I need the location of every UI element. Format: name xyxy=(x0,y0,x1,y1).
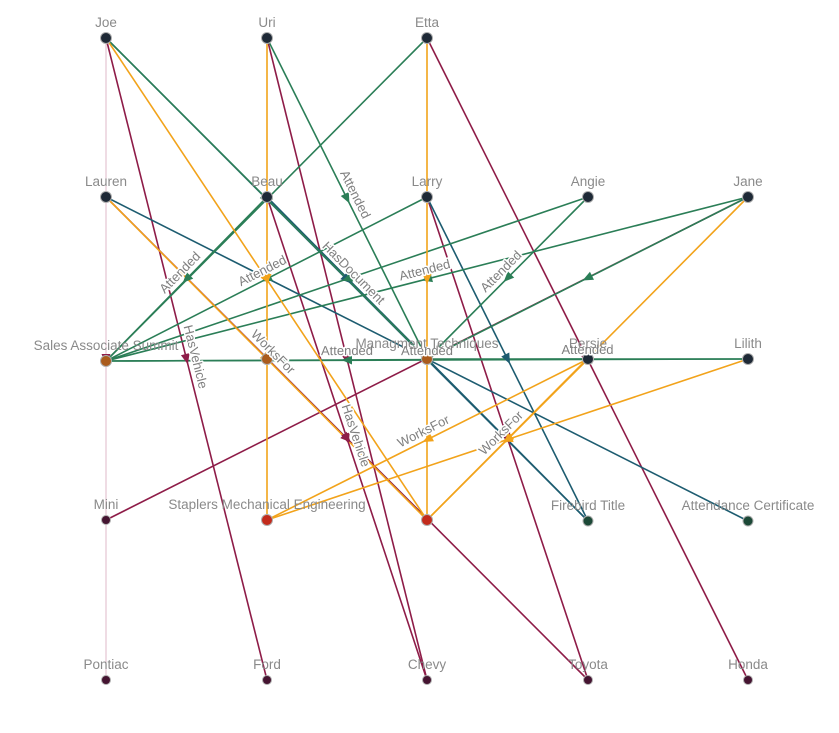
edge-label-Attended: Attended xyxy=(401,343,453,358)
node-lilith[interactable] xyxy=(742,353,754,365)
arrowhead-icon xyxy=(182,272,194,283)
node-company-b[interactable] xyxy=(421,514,433,526)
node-chevy[interactable] xyxy=(422,675,432,685)
arrowhead-icon xyxy=(180,353,190,365)
node-jane[interactable] xyxy=(742,191,754,203)
node-label-chevy: Chevy xyxy=(408,657,447,672)
arrowhead-icon xyxy=(262,274,272,285)
arrowhead-icon xyxy=(502,433,514,443)
node-label-persie: Persie xyxy=(569,336,607,351)
node-staplers-mechanical-engineering[interactable] xyxy=(261,514,273,526)
arrowhead-icon xyxy=(341,355,353,365)
node-label-honda: Honda xyxy=(728,657,768,672)
node-label-ford: Ford xyxy=(253,657,281,672)
node-lauren[interactable] xyxy=(100,191,112,203)
node-label-joe: Joe xyxy=(95,15,117,30)
node-attendance-certificate[interactable] xyxy=(742,515,754,527)
arrowhead-icon xyxy=(341,273,354,282)
node-pontiac[interactable] xyxy=(101,675,111,685)
edge-label-Attended: Attended xyxy=(337,168,374,221)
node-label-staplers-mechanical-engineering: Staplers Mechanical Engineering xyxy=(168,497,365,512)
arrowhead-icon xyxy=(582,271,594,281)
node-toyota[interactable] xyxy=(583,675,593,685)
node-persie[interactable] xyxy=(582,353,594,365)
node-label-toyota: Toyota xyxy=(568,657,608,672)
labels-layer: HasVehicleHasVehicleHasDocumentAttendedA… xyxy=(34,15,815,672)
node-larry[interactable] xyxy=(421,191,433,203)
node-etta[interactable] xyxy=(421,32,433,44)
edge-label-Attended: Attended xyxy=(321,343,373,358)
node-firebird-title[interactable] xyxy=(582,515,594,527)
edge-label-WorksFor: WorksFor xyxy=(248,327,299,378)
node-honda[interactable] xyxy=(743,675,753,685)
node-label-attendance-certificate: Attendance Certificate xyxy=(682,498,815,513)
edge-label-Attended: Attended xyxy=(477,248,524,295)
arrowhead-icon xyxy=(340,192,350,204)
node-label-mini: Mini xyxy=(94,497,119,512)
node-uri[interactable] xyxy=(261,32,273,44)
node-label-lilith: Lilith xyxy=(734,336,762,351)
edge-label-Attended: Attended xyxy=(561,342,613,357)
node-label-firebird-title: Firebird Title xyxy=(551,498,625,513)
node-label-beau: Beau xyxy=(251,174,283,189)
node-label-uri: Uri xyxy=(258,15,275,30)
node-ford[interactable] xyxy=(262,675,272,685)
node-label-jane: Jane xyxy=(733,174,762,189)
nodes-layer xyxy=(100,32,754,685)
node-label-pontiac: Pontiac xyxy=(83,657,128,672)
node-event-mid[interactable] xyxy=(261,353,273,365)
arrowhead-icon xyxy=(340,431,351,443)
arrowhead-icon xyxy=(422,433,434,442)
node-beau[interactable] xyxy=(261,191,273,203)
arrowhead-icon xyxy=(422,274,432,285)
node-label-etta: Etta xyxy=(415,15,440,30)
node-mini[interactable] xyxy=(101,515,111,525)
node-angie[interactable] xyxy=(582,191,594,203)
node-managment-techniques[interactable] xyxy=(421,353,433,365)
node-sales-associate-summit[interactable] xyxy=(100,355,112,367)
node-label-managment-techniques: Managment Techniques xyxy=(355,336,498,351)
arrowhead-icon xyxy=(503,271,515,282)
node-label-angie: Angie xyxy=(571,174,606,189)
arrowhead-icon xyxy=(501,352,510,364)
node-joe[interactable] xyxy=(100,32,112,44)
node-label-sales-associate-summit: Sales Associate Summit xyxy=(34,338,179,353)
node-label-lauren: Lauren xyxy=(85,174,127,189)
edge-label-Attended: Attended xyxy=(236,252,289,289)
node-label-larry: Larry xyxy=(412,174,443,189)
